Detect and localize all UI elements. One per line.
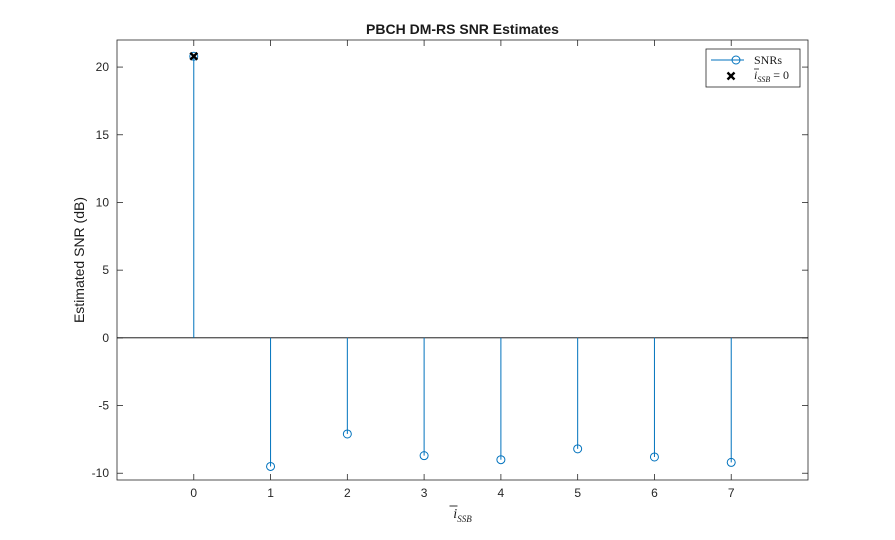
stem-marker xyxy=(496,455,506,465)
stem-marker xyxy=(342,429,352,439)
x-tick-label: 7 xyxy=(728,486,735,500)
y-tick-label: 20 xyxy=(96,60,110,74)
stem-marker xyxy=(266,461,276,471)
x-tick-label: 4 xyxy=(498,486,505,500)
legend-label-issb: iSSB = 0 xyxy=(754,68,789,84)
x-tick-label: 2 xyxy=(344,486,351,500)
stem-marker xyxy=(726,457,736,467)
stem-marker xyxy=(419,451,429,461)
y-tick-label: -5 xyxy=(98,399,109,413)
y-tick-label: 15 xyxy=(96,128,110,142)
x-marker-stroke-2 xyxy=(189,51,199,61)
y-tick-label: 10 xyxy=(96,195,110,209)
x-axis-label-subscript: SSB xyxy=(457,514,472,524)
x-marker xyxy=(189,51,199,61)
x-axis-label-main: i xyxy=(453,507,457,522)
axes-box xyxy=(116,39,809,481)
x-tick-label: 0 xyxy=(190,486,197,500)
x-tick-label: 6 xyxy=(651,486,658,500)
legend: SNRs iSSB = 0 xyxy=(705,48,801,88)
legend-marker-snrs xyxy=(731,55,741,65)
chart-title: PBCH DM-RS SNR Estimates xyxy=(366,21,559,37)
stem-marker xyxy=(573,444,583,454)
x-tick-label: 3 xyxy=(421,486,428,500)
legend-label-issb-subscript: SSB xyxy=(757,75,770,84)
x-tick-label: 5 xyxy=(574,486,581,500)
x-axis-label: iSSB xyxy=(453,507,472,524)
y-axis-label: Estimated SNR (dB) xyxy=(71,197,87,323)
legend-marker-x-2 xyxy=(726,71,736,81)
legend-label-issb-main: i xyxy=(754,68,757,82)
y-tick-label: -10 xyxy=(92,466,110,480)
y-tick-label: 5 xyxy=(102,263,109,277)
stem-marker xyxy=(189,51,199,61)
legend-label-issb-suffix: = 0 xyxy=(770,68,789,82)
x-tick-label: 1 xyxy=(267,486,274,500)
legend-label-snrs: SNRs xyxy=(754,53,782,67)
legend-box xyxy=(705,48,801,88)
stem-marker xyxy=(649,452,659,462)
plot-area: -10 -5 0 5 10 15 20 0 1 2 3 4 5 6 7 xyxy=(92,39,809,507)
y-tick-label: 0 xyxy=(102,331,109,345)
